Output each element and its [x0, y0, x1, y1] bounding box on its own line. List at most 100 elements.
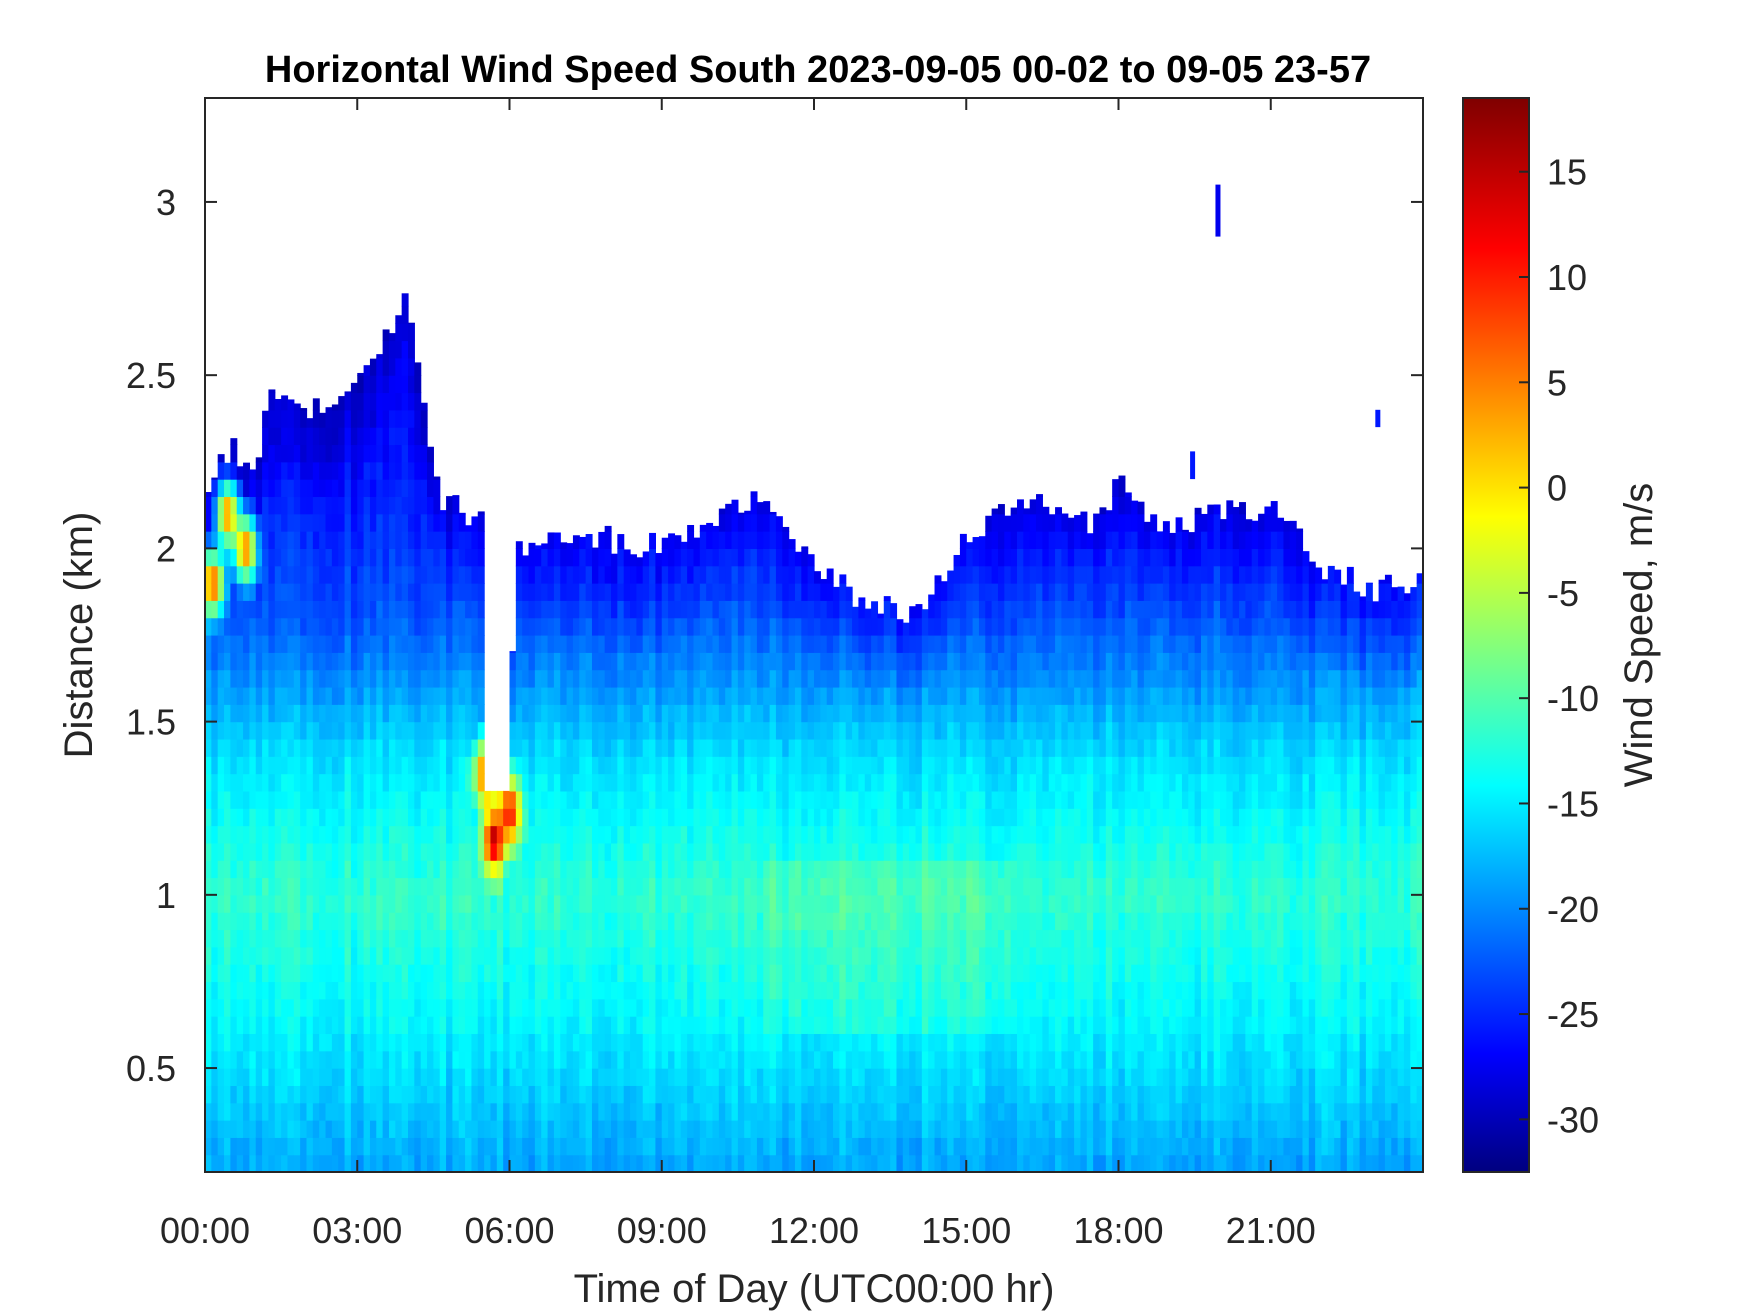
heatmap-cell — [566, 704, 574, 723]
heatmap-cell — [274, 738, 282, 757]
heatmap-cell — [978, 998, 986, 1017]
heatmap-cell — [503, 1016, 511, 1035]
heatmap-cell — [446, 583, 453, 601]
heatmap-cell — [674, 1033, 682, 1052]
heatmap-cell — [217, 825, 225, 844]
heatmap-cell — [566, 894, 574, 913]
heatmap-cell — [737, 513, 745, 532]
heatmap-cell — [255, 479, 263, 498]
heatmap-cell — [344, 548, 352, 567]
heatmap-cell — [794, 1016, 802, 1035]
heatmap-cell — [966, 565, 974, 584]
heatmap-cell — [477, 511, 485, 515]
heatmap-cell — [718, 583, 726, 601]
heatmap-cell — [395, 1137, 403, 1156]
heatmap-cell — [300, 1120, 308, 1138]
heatmap-cell — [249, 825, 257, 844]
heatmap-cell — [820, 1068, 828, 1086]
heatmap-cell — [344, 704, 352, 723]
heatmap-cell — [668, 652, 676, 671]
heatmap-cell — [902, 1016, 910, 1035]
heatmap-cell — [814, 1154, 821, 1172]
heatmap-cell — [293, 860, 301, 879]
heatmap-cell — [820, 600, 828, 619]
heatmap-cell — [293, 981, 301, 1000]
heatmap-cell — [991, 513, 999, 532]
heatmap-cell — [826, 929, 834, 948]
heatmap-cell — [833, 929, 840, 948]
heatmap-cell — [915, 842, 923, 861]
heatmap-cell — [471, 1120, 479, 1138]
heatmap-cell — [649, 790, 656, 809]
heatmap-cell — [902, 860, 910, 879]
heatmap-cell — [794, 756, 802, 775]
heatmap-cell — [972, 912, 980, 931]
heatmap-cell — [382, 842, 390, 861]
heatmap-cell — [446, 704, 453, 723]
heatmap-cell — [953, 808, 961, 827]
heatmap-cell — [433, 635, 441, 653]
heatmap-cell — [547, 1102, 555, 1121]
heatmap-cell — [230, 438, 238, 446]
heatmap-cell — [319, 548, 327, 567]
heatmap-cell — [300, 583, 308, 601]
heatmap-cell — [477, 929, 485, 948]
heatmap-cell — [756, 652, 764, 671]
heatmap-cell — [617, 635, 625, 653]
heatmap-cell — [217, 964, 225, 983]
heatmap-cell — [1023, 981, 1031, 1000]
heatmap-cell — [883, 964, 891, 983]
heatmap-cell — [947, 1137, 955, 1156]
heatmap-cell — [306, 1154, 314, 1172]
heatmap-cell — [553, 1016, 561, 1035]
heatmap-cell — [312, 409, 320, 428]
heatmap-cell — [287, 635, 295, 653]
heatmap-cell — [458, 565, 466, 584]
heatmap-cell — [420, 877, 428, 896]
heatmap-cell — [1017, 981, 1024, 1000]
heatmap-cell — [744, 1033, 752, 1052]
heatmap-cell — [255, 1154, 263, 1172]
heatmap-cell — [528, 773, 536, 792]
heatmap-cell — [401, 669, 409, 688]
heatmap-cell — [845, 704, 853, 723]
heatmap-cell — [522, 894, 530, 913]
heatmap-cell — [1010, 531, 1018, 549]
heatmap-cell — [452, 1154, 460, 1172]
heatmap-cell — [978, 686, 986, 705]
heatmap-cell — [756, 842, 764, 861]
heatmap-cell — [693, 686, 701, 705]
heatmap-cell — [966, 860, 974, 879]
heatmap-cell — [382, 652, 390, 671]
heatmap-cell — [642, 1033, 650, 1052]
heatmap-cell — [547, 912, 555, 931]
heatmap-cell — [541, 981, 549, 1000]
heatmap-cell — [420, 929, 428, 948]
heatmap-cell — [401, 998, 409, 1017]
heatmap-cell — [477, 686, 485, 705]
heatmap-cell — [1017, 808, 1024, 827]
heatmap-cell — [750, 860, 758, 879]
heatmap-cell — [293, 617, 301, 636]
heatmap-cell — [871, 1085, 879, 1104]
heatmap-cell — [414, 479, 422, 498]
heatmap-cell — [902, 912, 910, 931]
heatmap-cell — [363, 548, 371, 567]
heatmap-cell — [915, 686, 923, 705]
heatmap-cell — [877, 686, 885, 705]
heatmap-cell — [560, 773, 568, 792]
heatmap-cell — [522, 583, 530, 601]
heatmap-cell — [572, 686, 580, 705]
heatmap-cell — [871, 808, 879, 827]
heatmap-cell — [775, 1137, 783, 1156]
heatmap-cell — [319, 1120, 327, 1138]
heatmap-cell — [528, 860, 536, 879]
heatmap-cell — [287, 981, 295, 1000]
heatmap-cell — [541, 617, 549, 636]
heatmap-cell — [477, 548, 485, 567]
heatmap-cell — [357, 479, 365, 498]
heatmap-cell — [344, 496, 352, 515]
heatmap-cell — [224, 1120, 231, 1138]
heatmap-cell — [833, 912, 840, 931]
heatmap-cell — [344, 1154, 352, 1172]
